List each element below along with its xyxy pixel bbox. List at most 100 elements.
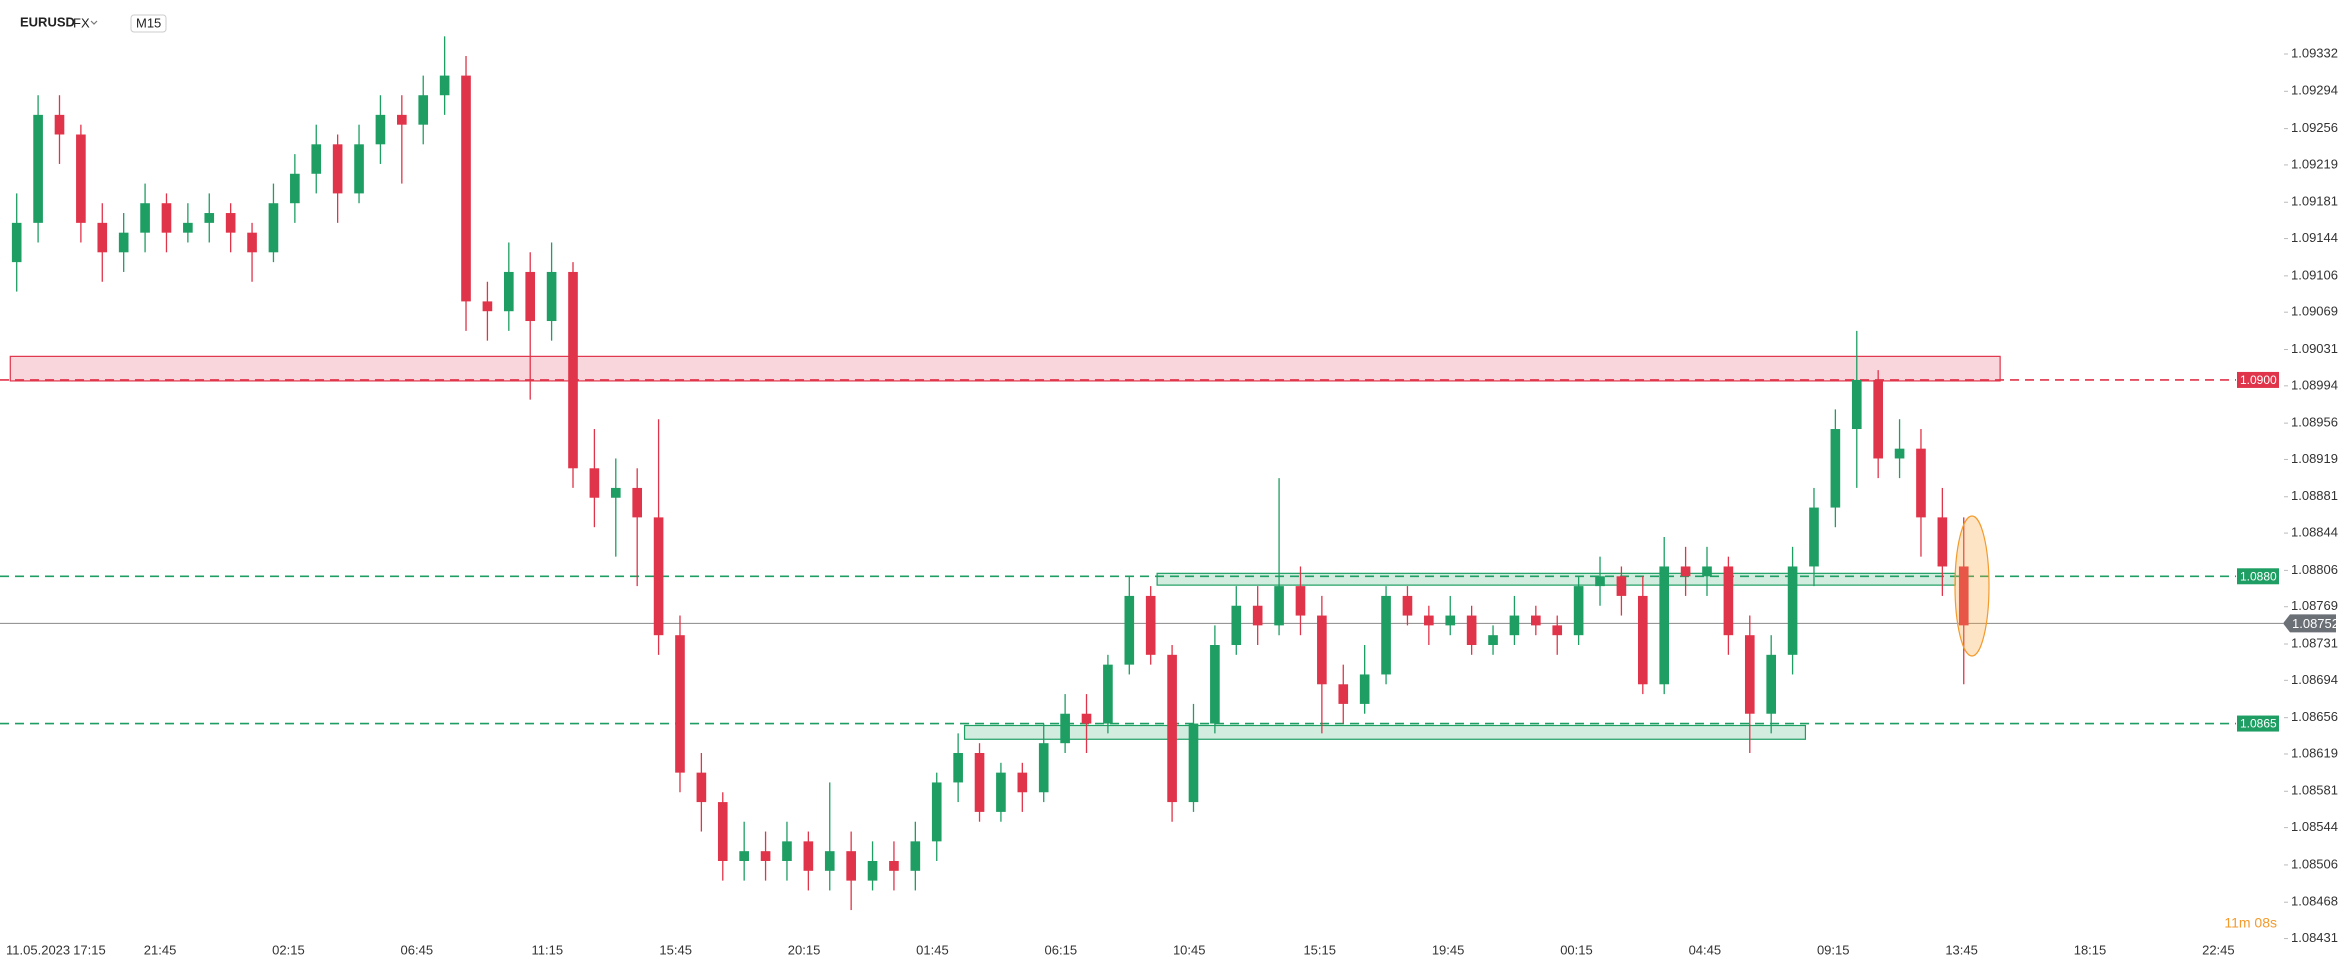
candle-body [1424, 615, 1434, 626]
x-tick-label: 04:45 [1689, 942, 1722, 957]
candle-body [931, 782, 942, 842]
candles [11, 36, 1969, 911]
candle-body [525, 271, 536, 322]
candle-body [803, 841, 814, 871]
highlight-ellipse [1954, 515, 1990, 657]
candle-body [183, 222, 193, 233]
last-price-box [2283, 614, 2336, 633]
candle-body [996, 772, 1006, 812]
x-tick-label: 21:45 [144, 942, 177, 957]
candle-body [268, 203, 279, 253]
interval[interactable]: M15 [136, 15, 161, 30]
candle-body [247, 232, 257, 253]
x-tick-label: 18:15 [2074, 942, 2107, 957]
candle-body [1531, 615, 1541, 626]
candle-body [1595, 576, 1605, 587]
candle-body [140, 203, 150, 233]
candle-body [1188, 723, 1199, 803]
y-tick-label: 1.09256 [2291, 120, 2338, 135]
x-tick-label: 17:15 [73, 942, 106, 957]
candle-body [503, 271, 514, 312]
candle-body [1787, 566, 1798, 655]
symbol[interactable]: EURUSD [20, 14, 75, 29]
y-tick-label: 1.08656 [2291, 709, 2338, 724]
x-tick-label: 02:15 [272, 942, 305, 957]
axes: 1.09332 1.09294 1.09256 1.09219 1.09181 1.091… [6, 45, 2338, 957]
candle-body [589, 468, 600, 498]
candle-body [1359, 674, 1370, 704]
y-tick-label: 1.08581 [2291, 783, 2338, 798]
candle-body [225, 213, 236, 233]
level-label-box [2237, 568, 2279, 585]
candle-timer: 11m 08s [2224, 915, 2277, 931]
candle-body [54, 114, 65, 135]
candle-body [1252, 605, 1263, 626]
y-tick-label: 1.08431 [2291, 930, 2338, 945]
interval-button[interactable] [130, 14, 167, 33]
candle-body [439, 75, 450, 96]
x-tick-label: 15:45 [659, 942, 692, 957]
zone [9, 355, 2001, 382]
candle-body [760, 851, 771, 861]
candle-body [1809, 507, 1819, 567]
y-tick-label: 1.08844 [2291, 525, 2338, 540]
candle-body [1381, 595, 1391, 675]
candle-body [1210, 645, 1220, 724]
market-dropdown-icon[interactable] [90, 20, 98, 25]
candle-body [1017, 772, 1028, 793]
zone [963, 724, 1807, 740]
candle-body [1744, 635, 1755, 714]
y-tick-label: 1.08956 [2291, 415, 2338, 430]
x-tick-label: 20:15 [788, 942, 821, 957]
x-tick-label: 01:45 [916, 942, 949, 957]
candle-body [461, 75, 471, 302]
candle-body [1552, 625, 1563, 636]
candle-body [1616, 576, 1627, 596]
candle-body [1851, 379, 1862, 430]
candle-body [204, 213, 215, 223]
candle-body [696, 772, 707, 803]
candle-body [311, 144, 322, 174]
candle-body [97, 222, 108, 253]
candle-body [1509, 615, 1520, 636]
y-tick-label: 1.08506 [2291, 856, 2338, 871]
x-tick-label: 00:15 [1560, 942, 1593, 957]
y-tick-label: 1.09069 [2291, 304, 2338, 319]
candle-body [1402, 595, 1413, 616]
candle-body [1723, 566, 1734, 636]
y-tick-label: 1.08468 [2291, 894, 2338, 909]
candle-body [1081, 713, 1092, 724]
candle-body [332, 144, 343, 194]
candle-body [33, 114, 43, 223]
x-tick-label: 13:45 [1945, 942, 1978, 957]
candle-body [1958, 566, 1969, 626]
y-tick-label: 1.08544 [2291, 819, 2338, 834]
levels: 1.0900 1.0880 1.0865 1.08752 [0, 371, 2339, 732]
candle-body [867, 860, 878, 881]
candle-body [1894, 448, 1905, 459]
candle-body [161, 203, 172, 233]
candle-body [1124, 595, 1135, 665]
y-tick-label: 1.08619 [2291, 745, 2338, 760]
candle-body [1317, 615, 1327, 685]
candle-body [568, 271, 578, 469]
y-tick-label: 1.08994 [2291, 377, 2338, 392]
y-tick-label: 1.09106 [2291, 267, 2338, 282]
candle-body [1637, 595, 1648, 685]
y-tick-label: 1.09031 [2291, 341, 2338, 356]
candle-body [632, 487, 643, 518]
candle-body [1295, 586, 1306, 616]
y-tick-label: 1.09332 [2291, 45, 2338, 60]
candle-body [889, 860, 899, 871]
candle-body [1145, 595, 1156, 655]
candle-body [290, 173, 300, 204]
y-tick-label: 1.08769 [2291, 598, 2338, 613]
candle-body [418, 95, 429, 125]
market[interactable]: FX [73, 15, 90, 30]
candle-body [1274, 586, 1284, 626]
zone [1156, 572, 1956, 586]
candle-body [1167, 654, 1177, 803]
candle-body [375, 114, 386, 145]
candle-body [1338, 684, 1349, 704]
